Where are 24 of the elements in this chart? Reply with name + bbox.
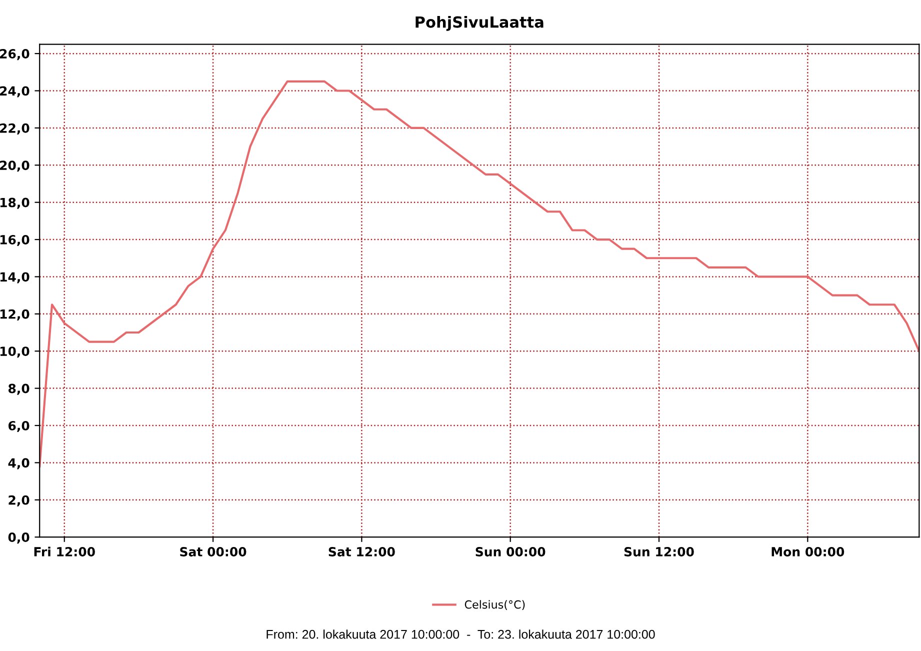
- x-tick-label: Sat 00:00: [180, 547, 246, 556]
- x-tick-label: Sat 12:00: [328, 547, 395, 556]
- y-tick-label: 14,0: [0, 272, 30, 284]
- x-tick-label: Sun 12:00: [624, 547, 694, 556]
- y-tick-label: 24,0: [0, 86, 30, 98]
- x-tick-label: Fri 12:00: [34, 546, 95, 556]
- y-tick-label: 18,0: [0, 198, 30, 209]
- chart-title: PohjSivuLaatta: [416, 16, 544, 31]
- y-tick-label: 10,0: [0, 346, 30, 358]
- y-tick-label: 0,0: [8, 532, 30, 544]
- line-series: [40, 80, 920, 468]
- legend-label: Celsius(°C): [464, 600, 525, 610]
- y-tick-label: 12,0: [0, 309, 30, 320]
- y-tick-label: 2,0: [8, 495, 30, 506]
- x-tick-label: Sun 00:00: [476, 547, 546, 556]
- x-tick-label: Mon 00:00: [772, 547, 844, 556]
- y-tick-label: 4,0: [8, 458, 30, 470]
- y-tick-label: 16,0: [0, 235, 30, 246]
- y-tick-label: 6,0: [8, 420, 30, 432]
- text: From: 20. lokakuuta 2017 10:00:00 - To: 23. lokakuuta 2017 10:00:00: [266, 630, 655, 639]
- y-tick-label: 26,0: [0, 49, 30, 60]
- y-tick-label: 22,0: [0, 123, 30, 134]
- y-tick-label: 8,0: [8, 384, 30, 395]
- y-tick-label: 20,0: [0, 160, 30, 172]
